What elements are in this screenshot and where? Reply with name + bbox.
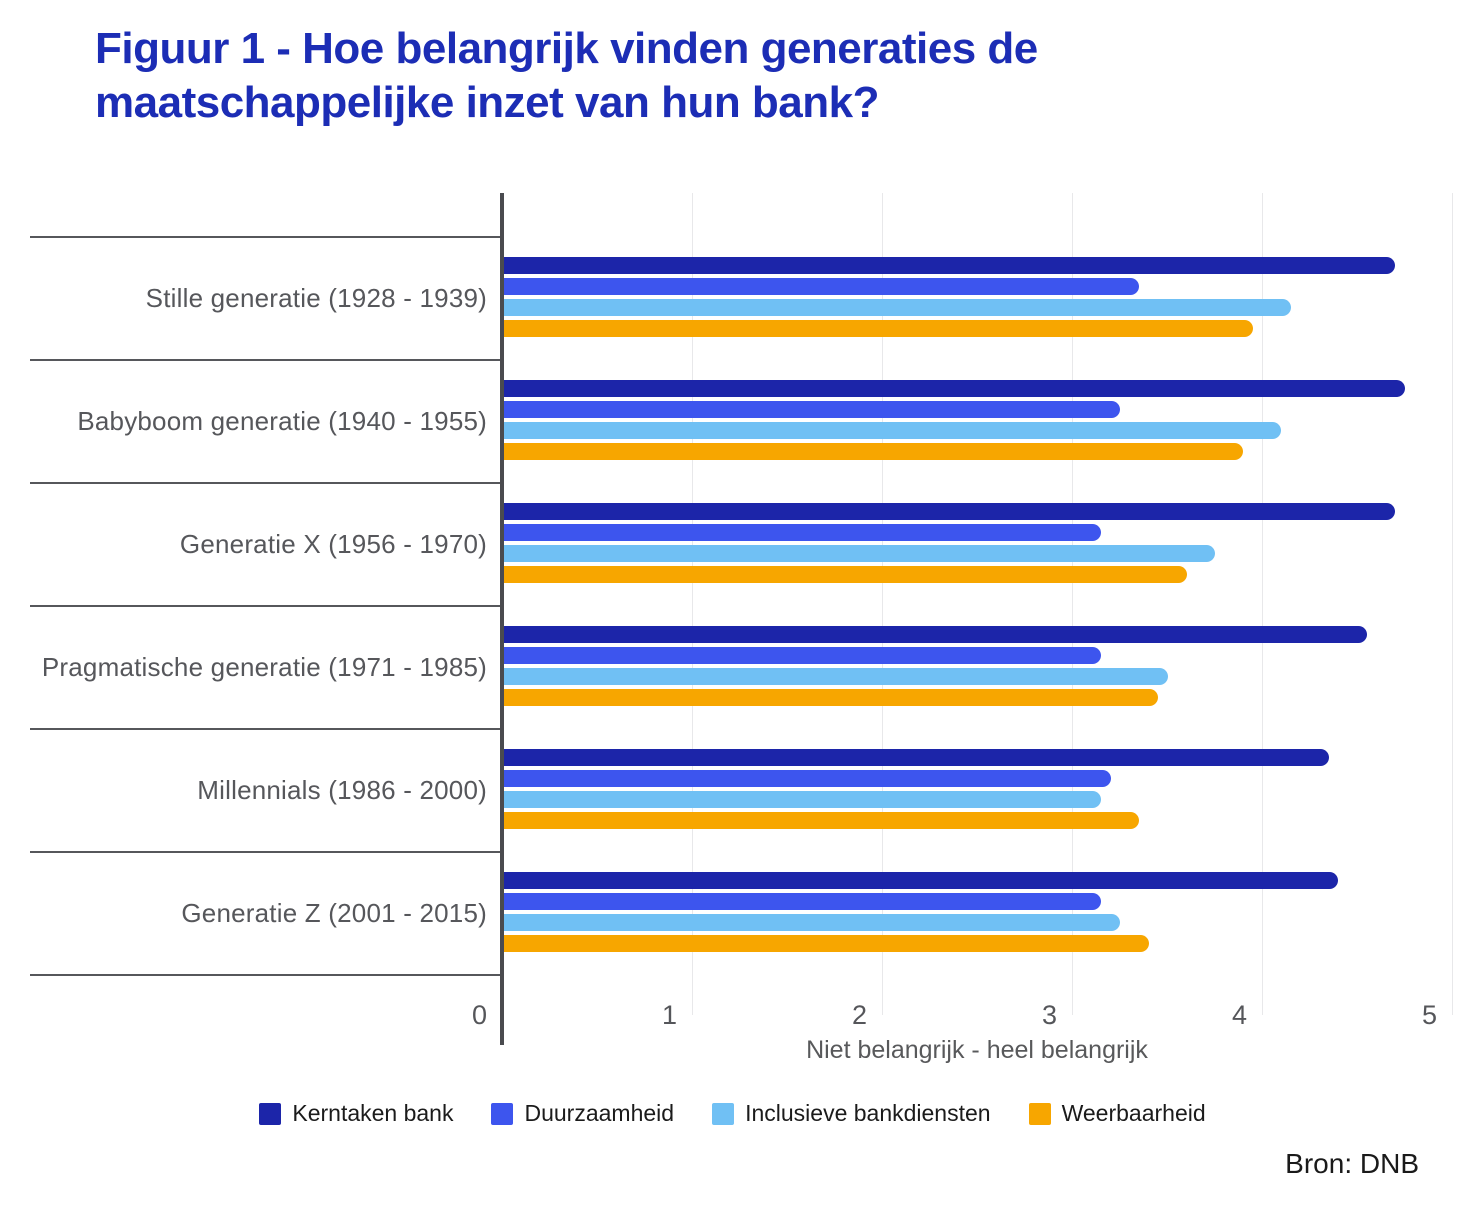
bar (504, 668, 1168, 685)
bar (504, 278, 1140, 295)
x-tick-label: 3 (1041, 1000, 1057, 1030)
bar (504, 443, 1244, 460)
legend-swatch-icon (491, 1102, 514, 1125)
bar (504, 380, 1405, 397)
row-separator (30, 728, 502, 730)
y-axis-line (500, 193, 504, 1045)
bar-group (504, 483, 1452, 606)
row-separator (30, 974, 502, 976)
legend-label: Kerntaken bank (292, 1100, 454, 1126)
gridline-x2 (882, 193, 883, 1015)
category-label: Pragmatische generatie (1971 - 1985) (41, 652, 487, 682)
bar (504, 524, 1102, 541)
category-label: Babyboom generatie (1940 - 1955) (77, 406, 487, 436)
x-tick-label: 4 (1231, 1000, 1247, 1030)
bar (504, 647, 1102, 664)
bar (504, 545, 1215, 562)
legend-label: Duurzaamheid (524, 1100, 675, 1126)
chart-title: Figuur 1 - Hoe belangrijk vinden generat… (95, 24, 1038, 127)
legend-label: Weerbaarheid (1061, 1100, 1206, 1126)
row-separator (30, 359, 502, 361)
category-label: Generatie X (1956 - 1970) (179, 529, 487, 559)
gridline-x5 (1452, 193, 1453, 1015)
category-label: Millennials (1986 - 2000) (197, 775, 487, 805)
x-tick-label: 5 (1421, 1000, 1437, 1030)
bar-group (504, 360, 1452, 483)
bar (504, 299, 1291, 316)
bar (504, 422, 1282, 439)
bar-group (504, 606, 1452, 729)
legend: Kerntaken bank Duurzaamheid Inclusieve ban… (0, 1100, 1465, 1127)
bar (504, 566, 1187, 583)
bar (504, 770, 1111, 787)
gridline-x1 (692, 193, 693, 1015)
legend-item: Kerntaken bank (259, 1100, 453, 1127)
legend-item: Inclusieve bankdiensten (712, 1100, 991, 1127)
bar (504, 689, 1159, 706)
bar (504, 791, 1102, 808)
category-label: Generatie Z (2001 - 2015) (181, 898, 487, 928)
bar (504, 914, 1121, 931)
bar (504, 320, 1253, 337)
bar (504, 893, 1102, 910)
legend-label: Inclusieve bankdiensten (745, 1100, 991, 1126)
bar (504, 503, 1396, 520)
bar (504, 935, 1149, 952)
bar (504, 257, 1396, 274)
source-credit: Bron: DNB (1285, 1148, 1419, 1179)
gridline-x4 (1262, 193, 1263, 1015)
legend-swatch-icon (1028, 1102, 1051, 1125)
x-axis-label: Niet belangrijk - heel belangrijk (806, 1036, 1148, 1064)
bar (504, 872, 1339, 889)
bar (504, 626, 1367, 643)
x-tick-label: 1 (661, 1000, 677, 1030)
legend-swatch-icon (259, 1102, 282, 1125)
bar-group (504, 237, 1452, 360)
bar (504, 812, 1140, 829)
bar-group (504, 729, 1452, 852)
legend-swatch-icon (712, 1102, 735, 1125)
bar (504, 401, 1121, 418)
x-tick-label: 0 (471, 1000, 487, 1030)
row-separator (30, 851, 502, 853)
row-separator (30, 236, 502, 238)
gridline-x3 (1072, 193, 1073, 1015)
legend-item: Duurzaamheid (491, 1100, 674, 1127)
bar (504, 749, 1329, 766)
row-separator (30, 605, 502, 607)
bar-group (504, 852, 1452, 975)
row-separator (30, 482, 502, 484)
category-label: Stille generatie (1928 - 1939) (145, 283, 487, 313)
x-tick-label: 2 (851, 1000, 867, 1030)
legend-item: Weerbaarheid (1028, 1100, 1206, 1127)
